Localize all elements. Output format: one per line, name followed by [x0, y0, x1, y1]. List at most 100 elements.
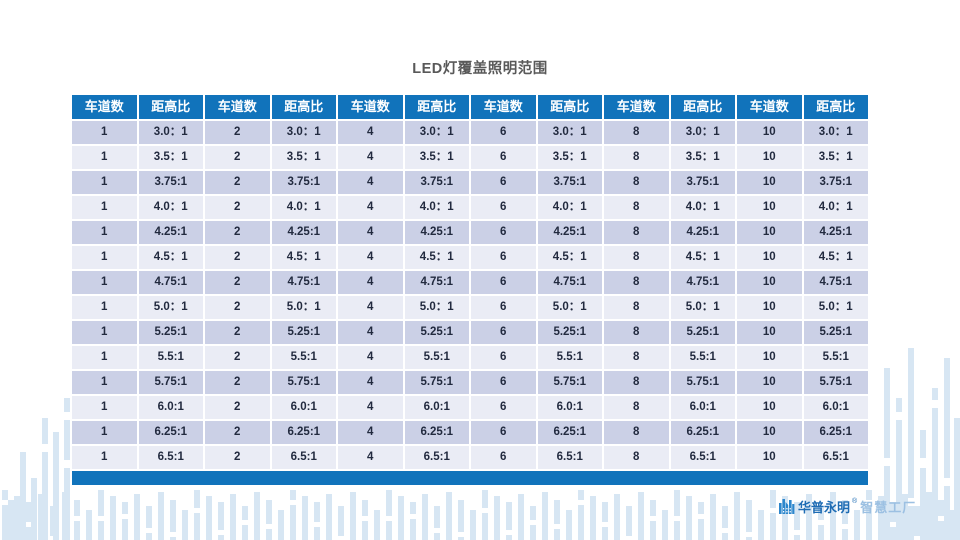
- ratio-cell: 4.0：1: [670, 196, 735, 219]
- equalizer-bar: [254, 492, 260, 540]
- equalizer-bar: [410, 502, 416, 540]
- equalizer-bar: [146, 506, 152, 540]
- ratio-cell: 5.0：1: [537, 296, 602, 319]
- company-logo: 华普永明 ® 智慧工厂: [778, 497, 916, 516]
- ratio-cell: 5.0：1: [803, 296, 868, 319]
- lane-count-cell: 8: [604, 196, 669, 219]
- equalizer-bar: [896, 420, 902, 540]
- lane-count-cell: 1: [72, 146, 137, 169]
- equalizer-bar: [158, 492, 164, 540]
- led-coverage-table: 车道数 距高比 车道数 距高比 车道数 距高比 车道数 距高比 车道数 距高比 车道数 距高比 1 3.…: [72, 95, 868, 485]
- ratio-cell: 5.75:1: [537, 371, 602, 394]
- ratio-cell: 5.5:1: [138, 346, 203, 369]
- header-cell-ratio: 距高比: [138, 95, 203, 119]
- registered-trademark-mark: ®: [852, 498, 858, 505]
- ratio-cell: 4.25:1: [670, 221, 735, 244]
- equalizer-bar: [422, 494, 428, 540]
- lane-count-cell: 2: [205, 446, 270, 469]
- ratio-cell: 3.0：1: [803, 121, 868, 144]
- lane-count-cell: 4: [338, 221, 403, 244]
- header-cell-ratio: 距高比: [537, 95, 602, 119]
- equalizer-bar: [698, 502, 704, 540]
- equalizer-bar: [908, 506, 914, 540]
- ratio-cell: 3.0：1: [271, 121, 336, 144]
- equalizer-bar: [878, 496, 884, 540]
- equalizer-bar: [734, 492, 740, 540]
- equalizer-bar: [38, 494, 44, 540]
- equalizer-bar: [746, 500, 752, 540]
- lane-count-cell: 2: [205, 271, 270, 294]
- ratio-cell: 5.75:1: [271, 371, 336, 394]
- equalizer-bar: [302, 496, 308, 540]
- lane-count-cell: 4: [338, 146, 403, 169]
- equalizer-bar: [398, 496, 404, 540]
- equalizer-bar: [554, 500, 560, 540]
- ratio-cell: 6.5:1: [271, 446, 336, 469]
- ratio-cell: 6.25:1: [138, 421, 203, 444]
- header-cell-ratio: 距高比: [670, 95, 735, 119]
- equalizer-bar: [242, 506, 248, 540]
- lane-count-cell: 2: [205, 246, 270, 269]
- equalizer-bar: [20, 452, 26, 540]
- lane-count-cell: 1: [72, 271, 137, 294]
- lane-count-cell: 4: [338, 196, 403, 219]
- lane-count-cell: 6: [471, 321, 536, 344]
- lane-count-cell: 4: [338, 371, 403, 394]
- ratio-cell: 4.25:1: [803, 221, 868, 244]
- ratio-cell: 6.25:1: [537, 421, 602, 444]
- equalizer-bar: [374, 510, 380, 540]
- equalizer-bar: [758, 510, 764, 540]
- ratio-cell: 4.25:1: [271, 221, 336, 244]
- ratio-cell: 6.5:1: [404, 446, 469, 469]
- equalizer-bar: [194, 490, 200, 540]
- equalizer-bar: [434, 506, 440, 540]
- header-cell-lanes: 车道数: [72, 95, 137, 119]
- equalizer-bar: [518, 494, 524, 540]
- ratio-cell: 4.5：1: [138, 246, 203, 269]
- ratio-cell: 4.75:1: [670, 271, 735, 294]
- equalizer-bar: [794, 502, 800, 540]
- table-header-row: 车道数 距高比 车道数 距高比 车道数 距高比 车道数 距高比 车道数 距高比 车道数 距高比: [72, 95, 868, 119]
- ratio-cell: 4.5：1: [404, 246, 469, 269]
- lane-count-cell: 8: [604, 371, 669, 394]
- equalizer-bar: [914, 506, 920, 540]
- equalizer-bar: [566, 510, 572, 540]
- header-cell-lanes: 车道数: [604, 95, 669, 119]
- ratio-cell: 3.5：1: [271, 146, 336, 169]
- lane-count-cell: 10: [737, 146, 802, 169]
- ratio-cell: 3.5：1: [138, 146, 203, 169]
- ratio-cell: 6.5:1: [537, 446, 602, 469]
- equalizer-bar: [482, 490, 488, 540]
- ratio-cell: 6.5:1: [138, 446, 203, 469]
- lane-count-cell: 6: [471, 446, 536, 469]
- lane-count-cell: 10: [737, 296, 802, 319]
- equalizer-bar: [110, 496, 116, 540]
- lane-count-cell: 8: [604, 296, 669, 319]
- lane-count-cell: 2: [205, 196, 270, 219]
- lane-count-cell: 1: [72, 171, 137, 194]
- ratio-cell: 3.5：1: [670, 146, 735, 169]
- equalizer-bar: [314, 502, 320, 540]
- ratio-cell: 3.0：1: [537, 121, 602, 144]
- lane-count-cell: 2: [205, 146, 270, 169]
- ratio-cell: 5.5:1: [271, 346, 336, 369]
- equalizer-bar: [578, 490, 584, 540]
- lane-count-cell: 10: [737, 371, 802, 394]
- equalizer-bar: [230, 494, 236, 540]
- ratio-cell: 6.0:1: [138, 396, 203, 419]
- equalizer-bar: [866, 490, 872, 540]
- lane-count-cell: 4: [338, 171, 403, 194]
- lane-count-cell: 2: [205, 396, 270, 419]
- ratio-cell: 3.5：1: [537, 146, 602, 169]
- lane-count-cell: 8: [604, 221, 669, 244]
- lane-count-cell: 6: [471, 221, 536, 244]
- ratio-cell: 5.5:1: [537, 346, 602, 369]
- lane-count-cell: 2: [205, 321, 270, 344]
- equalizer-bar: [350, 492, 356, 540]
- equalizer-bar: [938, 500, 944, 540]
- lane-count-cell: 1: [72, 321, 137, 344]
- ratio-cell: 4.0：1: [271, 196, 336, 219]
- equalizer-bar: [53, 432, 59, 540]
- equalizer-bar: [806, 494, 812, 540]
- lane-count-cell: 10: [737, 196, 802, 219]
